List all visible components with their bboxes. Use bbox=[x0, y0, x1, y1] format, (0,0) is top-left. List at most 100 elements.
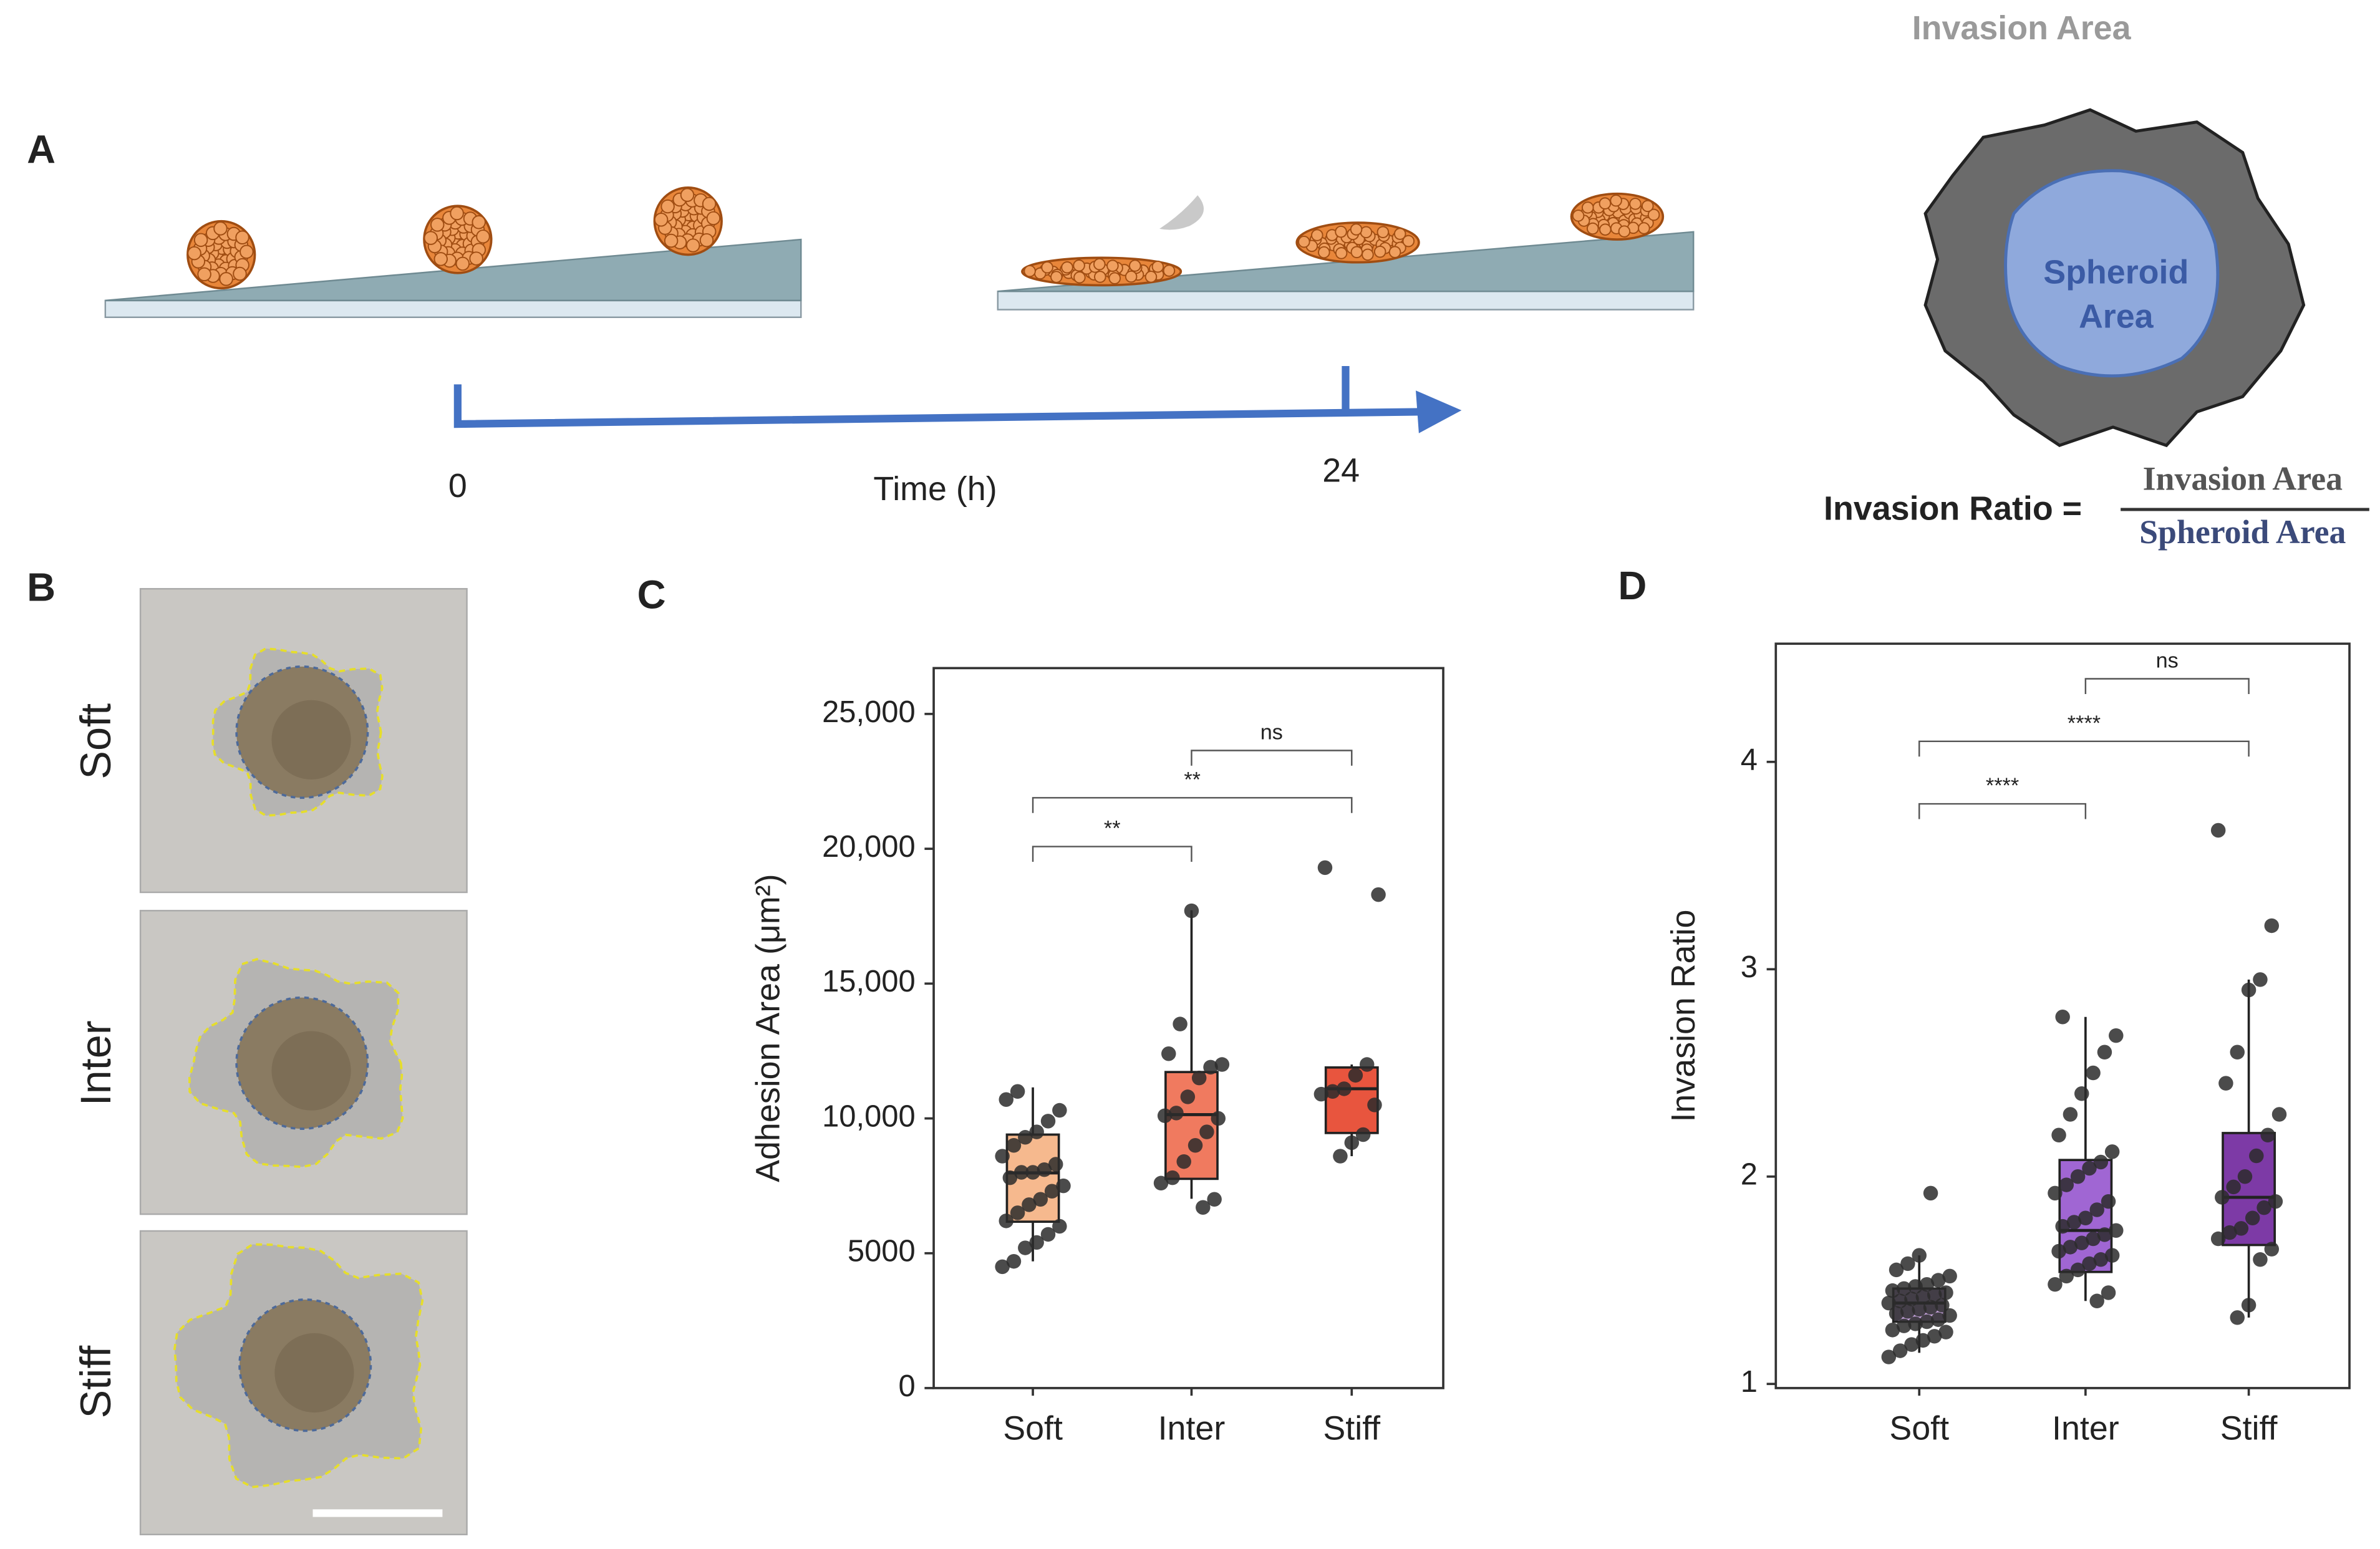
significance-label: **** bbox=[2068, 712, 2101, 735]
data-point bbox=[1889, 1262, 1904, 1278]
data-point bbox=[999, 1092, 1013, 1107]
significance-bracket bbox=[1191, 750, 1353, 766]
data-point bbox=[2086, 1065, 2101, 1081]
data-point bbox=[2101, 1285, 2116, 1300]
invasion-area-title: Invasion Area bbox=[1912, 9, 2132, 47]
data-point bbox=[1056, 1178, 1071, 1194]
y-tick-label: 5000 bbox=[848, 1235, 916, 1268]
data-point bbox=[2101, 1194, 2116, 1209]
cell bbox=[1144, 271, 1158, 283]
data-point bbox=[1344, 1135, 1360, 1151]
cell bbox=[233, 266, 247, 281]
cell bbox=[469, 251, 483, 266]
cell bbox=[1629, 198, 1642, 210]
data-point bbox=[1037, 1162, 1052, 1177]
cell bbox=[1125, 270, 1138, 283]
significance-bracket bbox=[1918, 740, 2250, 757]
data-point bbox=[2055, 1218, 2070, 1234]
data-point bbox=[1022, 1197, 1037, 1212]
data-point bbox=[1371, 887, 1386, 902]
data-point bbox=[1885, 1283, 1900, 1298]
data-point bbox=[2210, 1231, 2226, 1247]
cell bbox=[235, 230, 249, 245]
data-point bbox=[2264, 918, 2280, 934]
data-point bbox=[2051, 1243, 2066, 1259]
data-point bbox=[1018, 1240, 1033, 1255]
x-tick-label: Soft bbox=[1003, 1410, 1063, 1447]
spheroid-shade bbox=[271, 700, 351, 779]
cell bbox=[193, 233, 208, 248]
data-point bbox=[1029, 1124, 1044, 1139]
data-point bbox=[1180, 1089, 1196, 1104]
data-point bbox=[1188, 1138, 1203, 1153]
row-label: Inter bbox=[72, 1020, 120, 1106]
y-axis-label: Invasion Ratio bbox=[1665, 910, 1702, 1122]
cell bbox=[660, 199, 675, 214]
data-point bbox=[1199, 1124, 1214, 1139]
data-point bbox=[2093, 1154, 2109, 1170]
significance-bracket bbox=[1032, 846, 1192, 862]
row-label: Stiff bbox=[72, 1345, 120, 1419]
cell bbox=[1050, 271, 1063, 283]
cell bbox=[699, 233, 714, 248]
data-point bbox=[1892, 1343, 1908, 1358]
data-point bbox=[1927, 1287, 1942, 1303]
data-point bbox=[2097, 1045, 2112, 1060]
data-point bbox=[1897, 1281, 1912, 1296]
cell bbox=[1298, 235, 1310, 248]
significance-label: ns bbox=[1260, 721, 1283, 745]
cell bbox=[1335, 247, 1348, 259]
panel-label: C bbox=[637, 573, 666, 617]
data-point bbox=[2093, 1252, 2109, 1267]
data-point bbox=[2109, 1223, 2124, 1238]
data-point bbox=[1881, 1295, 1897, 1311]
data-point bbox=[1048, 1157, 1063, 1172]
data-point bbox=[1207, 1192, 1222, 1207]
cell bbox=[1572, 210, 1585, 222]
data-point bbox=[2063, 1240, 2078, 1255]
cell bbox=[1311, 229, 1323, 241]
x-tick-label: Stiff bbox=[1323, 1410, 1381, 1447]
row-label: Soft bbox=[72, 703, 120, 779]
data-point bbox=[1367, 1098, 1382, 1112]
data-point bbox=[2268, 1194, 2283, 1209]
plot-frame bbox=[1774, 642, 2351, 1389]
cell bbox=[1335, 225, 1347, 238]
cell bbox=[423, 231, 438, 245]
cell bbox=[1061, 261, 1073, 274]
cell bbox=[1618, 225, 1631, 238]
spheroid-area bbox=[2004, 169, 2220, 378]
data-point bbox=[2051, 1127, 2066, 1143]
data-point bbox=[1214, 1057, 1230, 1072]
data-point bbox=[2109, 1028, 2124, 1043]
smoke bbox=[1159, 195, 1204, 230]
data-point bbox=[2271, 1107, 2287, 1122]
x-tick-label: Soft bbox=[1889, 1410, 1949, 1447]
data-point bbox=[995, 1149, 1010, 1164]
significance-label: ** bbox=[1184, 768, 1201, 791]
data-point bbox=[1915, 1289, 1931, 1305]
cell bbox=[1318, 246, 1330, 259]
data-point bbox=[1885, 1323, 1900, 1338]
cell bbox=[472, 215, 486, 229]
data-point bbox=[1923, 1185, 1938, 1201]
cell bbox=[1108, 272, 1121, 284]
data-point bbox=[2066, 1215, 2082, 1230]
data-point bbox=[1013, 1165, 1029, 1180]
data-point bbox=[995, 1259, 1010, 1275]
data-point bbox=[2230, 1310, 2245, 1325]
data-point bbox=[2048, 1185, 2063, 1201]
panel-label: A bbox=[27, 127, 56, 171]
data-point bbox=[1938, 1325, 1953, 1339]
data-point bbox=[2070, 1262, 2086, 1278]
ratio-numerator: Invasion Area bbox=[2143, 460, 2343, 497]
significance-label: ns bbox=[2156, 649, 2179, 673]
cell bbox=[1151, 260, 1164, 273]
cell bbox=[197, 267, 211, 282]
data-point bbox=[1044, 1184, 1060, 1199]
y-axis-label: Adhesion Area (μm²) bbox=[750, 874, 787, 1182]
data-point bbox=[1904, 1337, 1919, 1352]
data-point bbox=[2074, 1235, 2089, 1250]
data-point bbox=[2257, 1200, 2271, 1215]
